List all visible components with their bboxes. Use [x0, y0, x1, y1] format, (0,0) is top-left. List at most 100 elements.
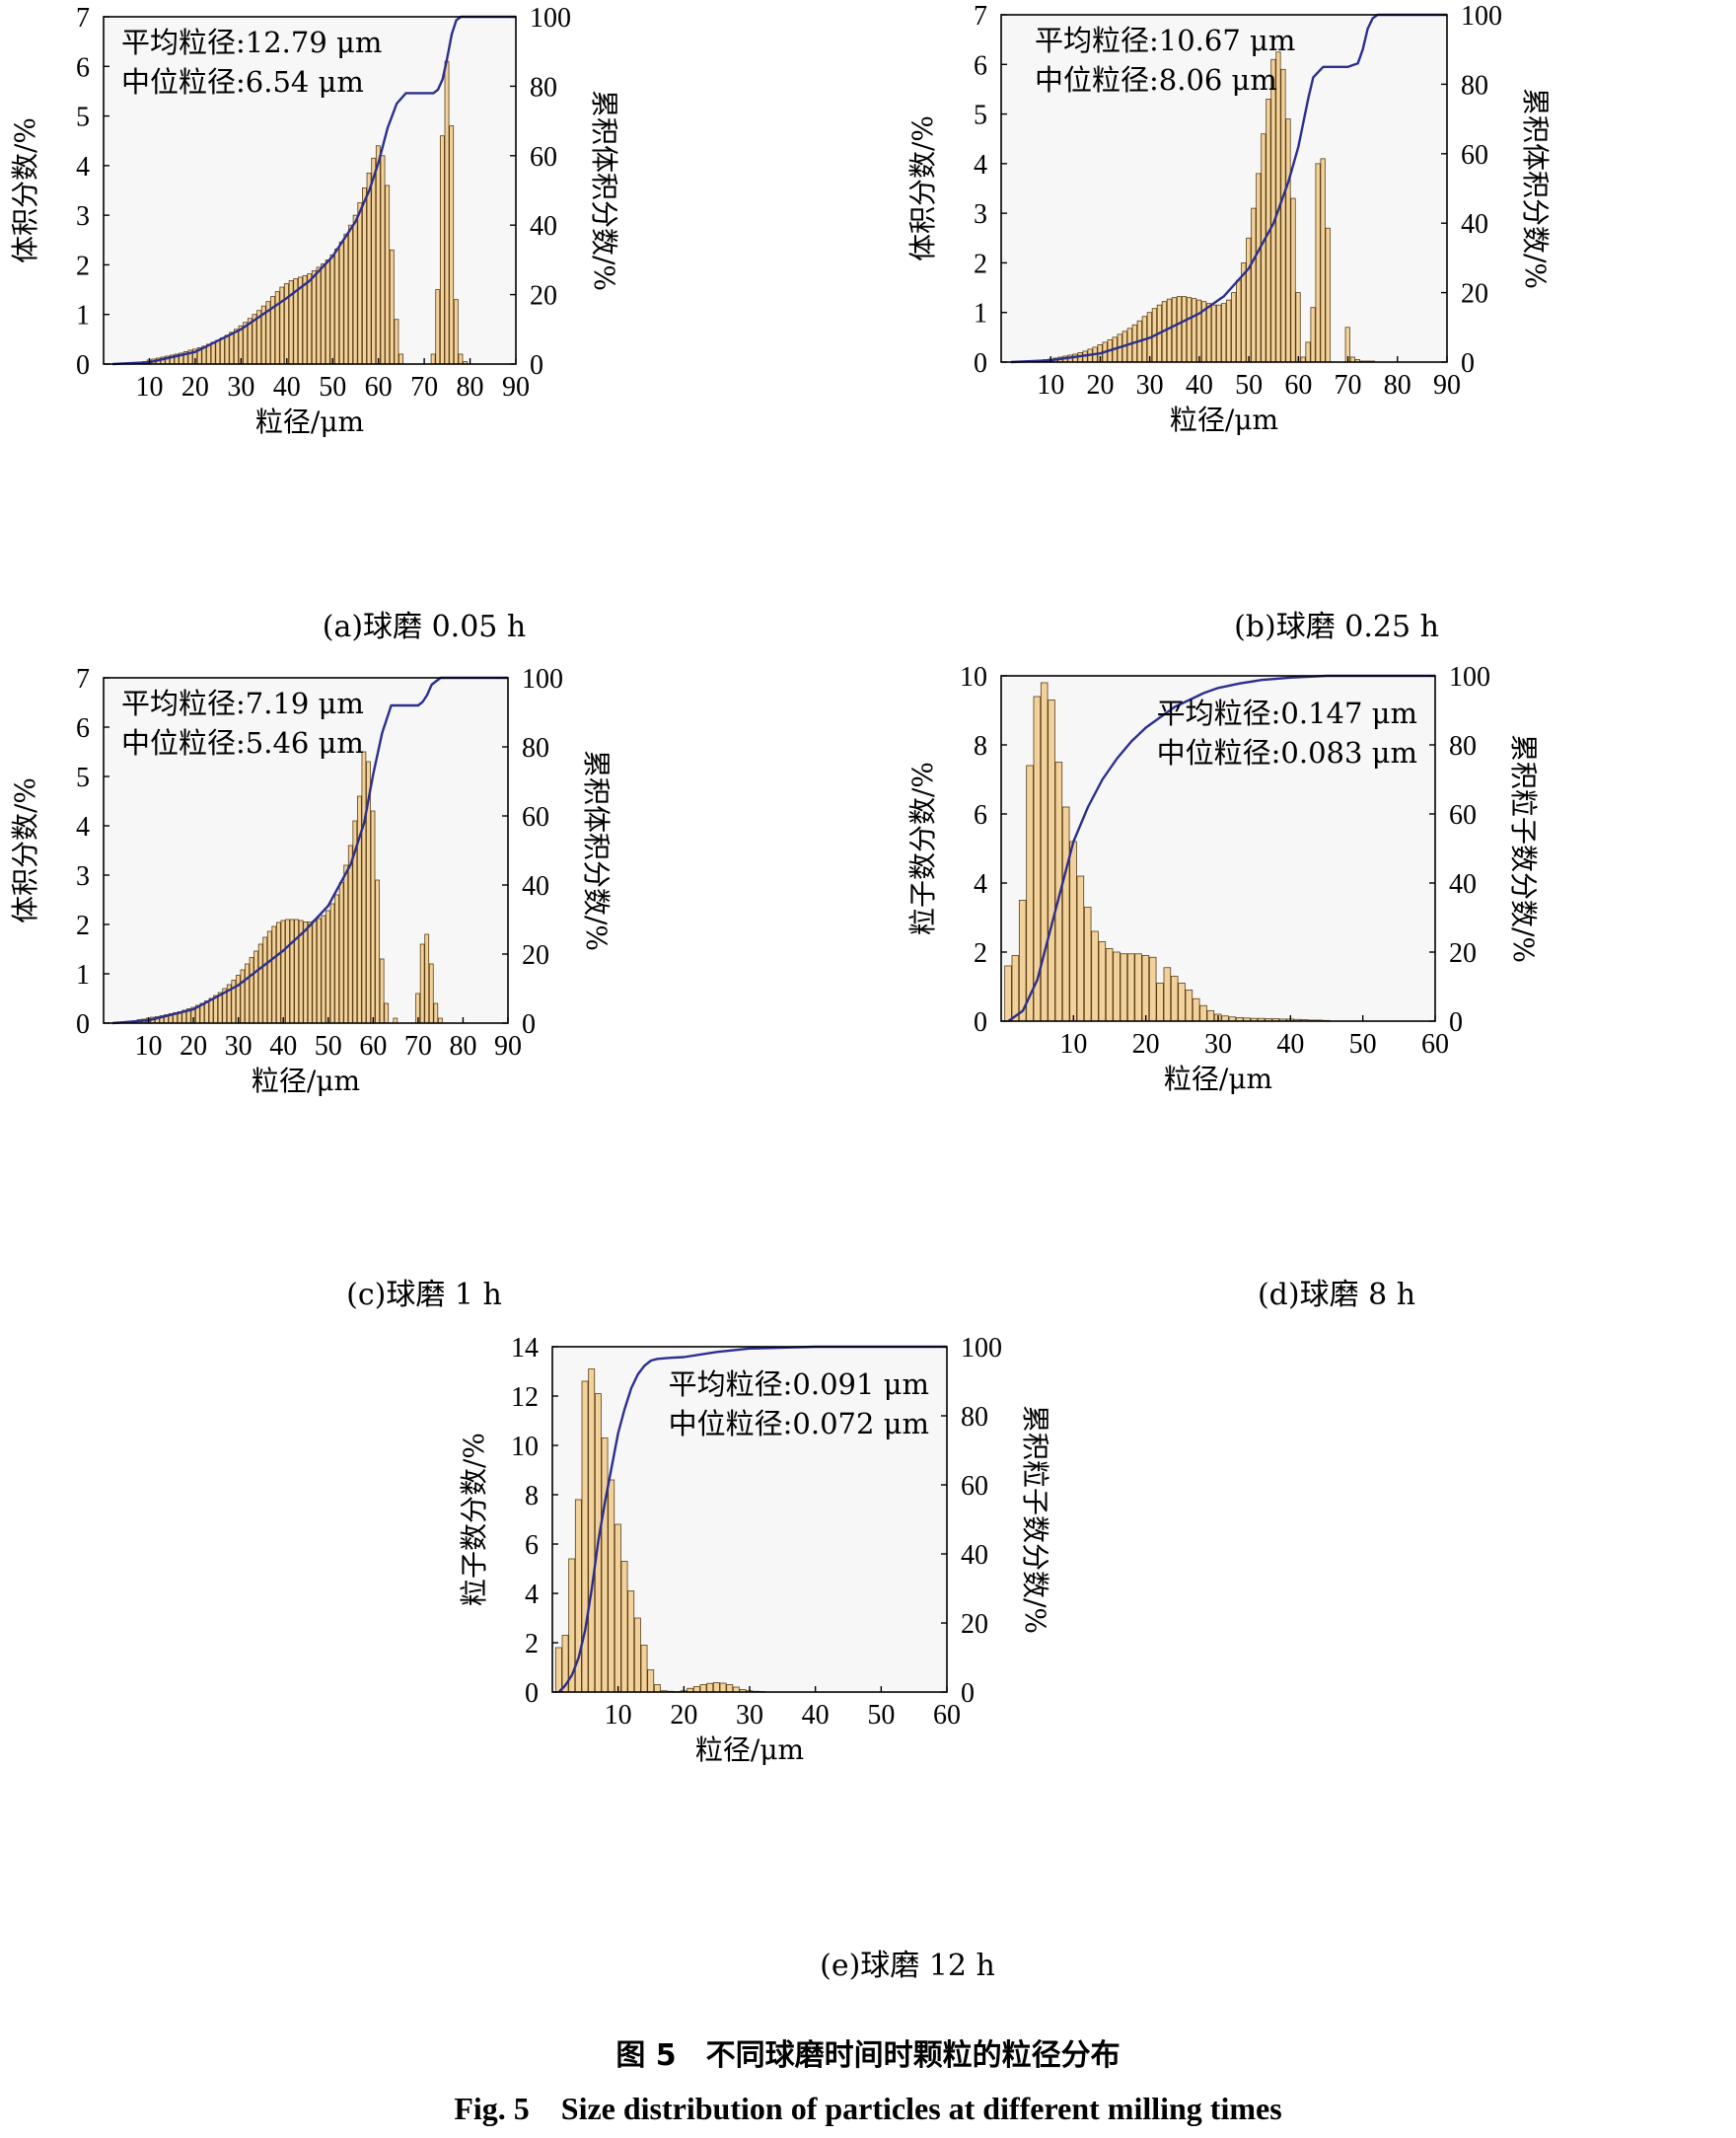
median-size-annotation: 中位粒径:8.06 μm — [1035, 63, 1277, 97]
bar — [375, 145, 381, 365]
cumulative-curve — [112, 15, 516, 366]
bar — [588, 1368, 596, 1693]
bar — [428, 963, 434, 1024]
y-tick-label: 5 — [974, 101, 987, 131]
bar — [257, 943, 263, 1024]
bar — [1191, 298, 1197, 363]
bar — [220, 336, 225, 365]
bar — [208, 997, 214, 1024]
y2-tick-label: 100 — [530, 3, 571, 34]
bar — [699, 1684, 707, 1693]
y-tick-label: 6 — [76, 713, 90, 744]
bar — [1221, 303, 1227, 363]
bar — [1156, 983, 1164, 1022]
bar — [1325, 227, 1331, 363]
chart-svg-e: 10 20 30 40 50 6002468101214020406080100粒径/μm… — [458, 1333, 1051, 1766]
bar — [233, 329, 239, 365]
y2-tick-label: 0 — [522, 1009, 536, 1040]
chart-panel-b: 10 20 30 40 50 60 70 80 90 0 1 2 3 4 5 6 7 0 20 40 60 80 100 粒径… — [906, 0, 1736, 474]
bar — [554, 1647, 562, 1693]
bar — [1320, 158, 1326, 363]
bar — [385, 184, 391, 365]
y-tick-label: 1 — [974, 299, 987, 330]
figure-caption-cn: 图 5 不同球磨时间时颗粒的粒径分布 — [615, 2038, 1121, 2073]
mean-size-annotation: 平均粒径:0.147 μm — [1157, 697, 1417, 730]
x-axis-label: 粒径/μm — [1164, 1063, 1272, 1095]
x-tick-label: 60 — [1421, 1029, 1449, 1060]
bar — [453, 299, 459, 365]
bar — [213, 995, 218, 1024]
y2-tick-label: 60 — [1449, 800, 1477, 831]
bar — [379, 958, 385, 1024]
bar — [253, 950, 258, 1024]
y-tick-label: 14 — [511, 1333, 539, 1364]
bar — [1226, 299, 1232, 363]
bar — [321, 263, 326, 365]
bar — [1076, 875, 1085, 1022]
bar — [338, 882, 344, 1024]
chart-panel-d: 10 20 30 40 50 60 0 2 4 6 8 10 0 20 40 60 80 100 粒径/μm 粒子数分… — [906, 661, 1736, 1135]
x-tick-label: 80 — [1384, 370, 1411, 401]
bar — [329, 903, 335, 1024]
y2-tick-label: 80 — [1461, 70, 1488, 101]
cumulative-curve — [112, 676, 508, 1025]
y-tick-label: 5 — [76, 763, 90, 793]
bar — [627, 1590, 635, 1693]
bar — [640, 1645, 648, 1693]
bar — [279, 286, 285, 365]
bar — [1295, 292, 1301, 363]
bar — [614, 1523, 621, 1693]
bar — [329, 254, 335, 365]
bar — [1261, 133, 1266, 363]
y-tick-label: 3 — [974, 199, 987, 230]
bar — [294, 919, 299, 1024]
bar — [303, 922, 309, 1024]
chart-svg-a: 10 20 30 40 50 60 70 80 9001234567020406080100粒径… — [9, 3, 620, 438]
x-tick-label: 60 — [933, 1700, 961, 1731]
bar — [1246, 237, 1252, 363]
x-tick-label: 40 — [1186, 370, 1213, 401]
x-tick-label: 80 — [449, 1031, 476, 1062]
bar — [1134, 953, 1142, 1022]
cumulative-curve — [557, 1345, 947, 1693]
y-tick-label: 12 — [511, 1382, 539, 1413]
y2-tick-label: 20 — [530, 281, 557, 312]
y-tick-label: 0 — [974, 348, 987, 379]
chart-panel-e: 10 20 30 40 50 60 0 2 4 6 8 10 12 14 0 20 40 60 80 100 粒径/μm… — [454, 1332, 1322, 1806]
bar — [1098, 941, 1107, 1022]
chart-svg-b: 10 20 30 40 50 60 70 80 9001234567020406080100粒径… — [906, 1, 1552, 436]
median-size-annotation: 中位粒径:5.46 μm — [121, 726, 364, 760]
y-tick-label: 5 — [76, 103, 90, 133]
bar — [371, 157, 377, 365]
bar — [311, 270, 317, 365]
y2-tick-label: 0 — [1449, 1007, 1463, 1038]
y-tick-label: 6 — [974, 50, 987, 81]
median-size-annotation: 中位粒径:0.072 μm — [669, 1407, 929, 1440]
axes-frame — [103, 677, 509, 1024]
x-tick-label: 30 — [736, 1700, 763, 1731]
bar — [357, 202, 363, 365]
y-tick-label: 6 — [974, 800, 987, 831]
bar — [348, 224, 353, 365]
y2-axis-label: 累积体积分数/% — [588, 90, 620, 291]
bar — [1186, 297, 1193, 363]
bar — [1192, 997, 1200, 1022]
axes-frame — [1000, 14, 1448, 363]
bar — [1163, 967, 1172, 1022]
bar — [1120, 953, 1128, 1022]
bar — [285, 919, 290, 1024]
x-tick-label: 70 — [410, 372, 438, 403]
mean-size-annotation: 平均粒径:10.67 μm — [1035, 24, 1295, 57]
bar — [1285, 118, 1291, 363]
subcaption-c: (c)球磨 1 h — [346, 1278, 502, 1312]
y2-tick-label: 60 — [1461, 140, 1488, 171]
cumulative-curve — [1007, 674, 1435, 1022]
bar — [289, 919, 295, 1024]
bar — [352, 214, 358, 365]
bar — [419, 943, 425, 1024]
y2-tick-label: 0 — [1461, 348, 1475, 379]
bar — [1216, 304, 1222, 363]
bar — [1211, 304, 1217, 363]
bar — [325, 258, 330, 365]
y2-tick-label: 60 — [522, 802, 549, 833]
